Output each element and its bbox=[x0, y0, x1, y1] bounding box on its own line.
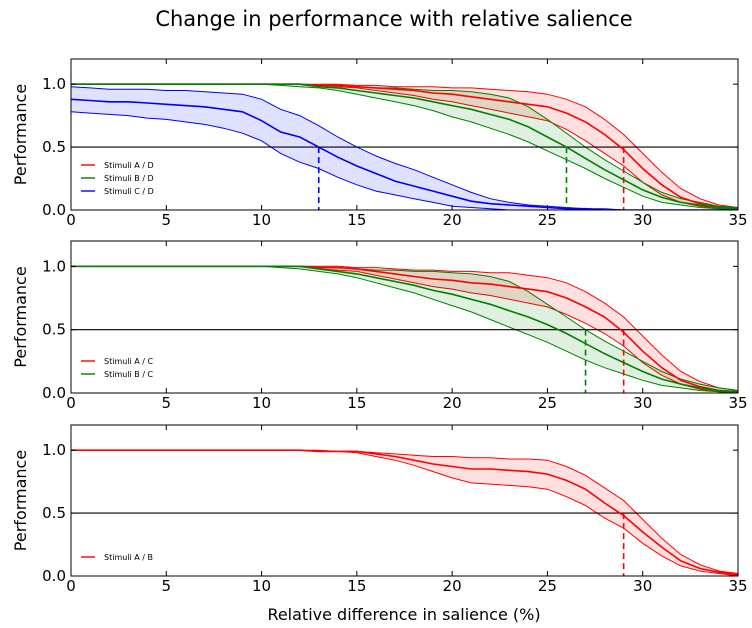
x-tick-label: 25 bbox=[538, 211, 557, 229]
x-tick-label: 0 bbox=[66, 577, 76, 595]
y-tick-label: 1.0 bbox=[42, 75, 66, 93]
x-tick-label: 15 bbox=[347, 577, 366, 595]
y-tick-label: 0.0 bbox=[42, 201, 66, 219]
legend-label: Stimuli A / C bbox=[104, 357, 154, 366]
plot-area bbox=[71, 449, 738, 576]
x-tick-label: 10 bbox=[252, 394, 271, 412]
panel-3: 0 5 10 15 20 25 30 35 0.0 0.5 1.0 Performance Stimul… bbox=[11, 424, 748, 595]
x-tick-label: 0 bbox=[66, 211, 76, 229]
x-tick-label: 15 bbox=[347, 211, 366, 229]
x-tick-label: 10 bbox=[252, 211, 271, 229]
y-tick-label: 1.0 bbox=[42, 441, 66, 459]
legend-label: Stimuli B / D bbox=[104, 174, 154, 183]
plot-area bbox=[71, 265, 738, 393]
y-tick-label: 0.0 bbox=[42, 567, 66, 585]
x-tick-label: 5 bbox=[162, 577, 172, 595]
band-upper-edge bbox=[71, 86, 738, 210]
confidence-band bbox=[71, 84, 738, 210]
x-tick-label: 35 bbox=[728, 394, 747, 412]
chart-title: Change in performance with relative sali… bbox=[155, 7, 632, 31]
panel-1: 0 5 10 15 20 25 30 35 0.0 0.5 1.0 Performance Stimul… bbox=[11, 58, 748, 229]
series-line bbox=[71, 83, 738, 210]
y-tick-label: 0.5 bbox=[42, 504, 66, 522]
x-tick-label: 0 bbox=[66, 394, 76, 412]
band-upper-edge bbox=[71, 449, 738, 574]
legend-label: Stimuli A / B bbox=[104, 553, 153, 562]
plot-area bbox=[71, 83, 738, 210]
plot-frame bbox=[70, 240, 739, 394]
legend-label: Stimuli B / C bbox=[104, 370, 154, 379]
y-axis-label: Performance bbox=[11, 266, 30, 367]
confidence-band bbox=[71, 266, 738, 393]
y-tick-label: 0.5 bbox=[42, 321, 66, 339]
x-tick-label: 20 bbox=[443, 394, 462, 412]
confidence-band bbox=[71, 266, 738, 393]
plot-frame bbox=[70, 58, 739, 211]
legend-label: Stimuli A / D bbox=[104, 161, 154, 170]
x-tick-label: 5 bbox=[162, 394, 172, 412]
panels: 0 5 10 15 20 25 30 35 0.0 0.5 1.0 Performance Stimul… bbox=[11, 58, 748, 595]
x-tick-label: 25 bbox=[538, 394, 557, 412]
y-axis-label: Performance bbox=[11, 84, 30, 185]
x-tick-label: 20 bbox=[443, 211, 462, 229]
x-tick-label: 35 bbox=[728, 211, 747, 229]
panel-2: 0 5 10 15 20 25 30 35 0.0 0.5 1.0 Performance Stimul… bbox=[11, 240, 748, 412]
y-axis-label: Performance bbox=[11, 450, 30, 551]
y-tick-label: 1.0 bbox=[42, 257, 66, 275]
confidence-band bbox=[71, 450, 738, 576]
x-tick-label: 5 bbox=[162, 211, 172, 229]
x-tick-label: 10 bbox=[252, 577, 271, 595]
confidence-band bbox=[71, 86, 738, 210]
x-tick-label: 30 bbox=[633, 211, 652, 229]
legend-label: Stimuli C / D bbox=[104, 187, 154, 196]
y-tick-label: 0.0 bbox=[42, 384, 66, 402]
series-line bbox=[71, 265, 738, 393]
x-tick-label: 20 bbox=[443, 577, 462, 595]
x-tick-label: 35 bbox=[728, 577, 747, 595]
x-tick-label: 15 bbox=[347, 394, 366, 412]
plot-frame bbox=[70, 424, 739, 577]
x-tick-label: 30 bbox=[633, 394, 652, 412]
band-lower-edge bbox=[71, 111, 738, 210]
series-line bbox=[71, 98, 738, 210]
x-tick-label: 30 bbox=[633, 577, 652, 595]
series-line bbox=[71, 449, 738, 576]
y-tick-label: 0.5 bbox=[42, 138, 66, 156]
x-tick-label: 25 bbox=[538, 577, 557, 595]
x-axis-label: Relative difference in salience (%) bbox=[267, 605, 540, 624]
